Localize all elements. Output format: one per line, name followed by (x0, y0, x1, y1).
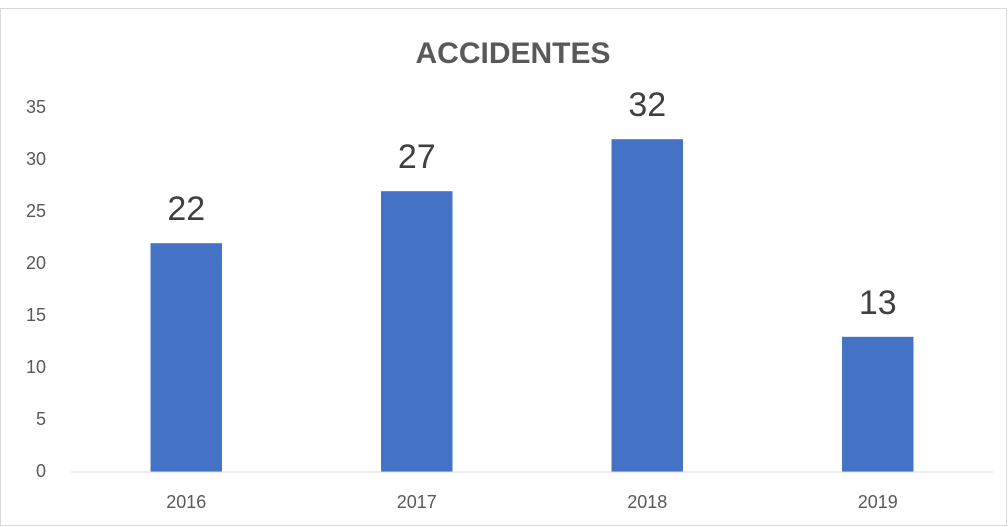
x-tick-label: 2016 (166, 492, 206, 512)
data-label: 22 (167, 190, 205, 228)
y-tick-label: 10 (26, 357, 46, 377)
y-tick-label: 0 (36, 461, 46, 481)
bar (611, 139, 683, 472)
data-label: 27 (398, 138, 436, 176)
x-tick-label: 2019 (858, 492, 898, 512)
data-label: 32 (628, 86, 666, 124)
x-tick-label: 2017 (397, 492, 437, 512)
chart-title: ACCIDENTES (415, 37, 610, 70)
bar (381, 191, 453, 472)
y-tick-label: 25 (26, 201, 46, 221)
x-tick-label: 2018 (627, 492, 667, 512)
y-tick-label: 30 (26, 149, 46, 169)
bar (842, 336, 914, 472)
y-tick-label: 35 (26, 97, 46, 117)
y-tick-label: 20 (26, 253, 46, 273)
bar (150, 243, 222, 472)
y-tick-label: 5 (36, 409, 46, 429)
data-label: 13 (859, 284, 897, 322)
y-tick-label: 15 (26, 305, 46, 325)
